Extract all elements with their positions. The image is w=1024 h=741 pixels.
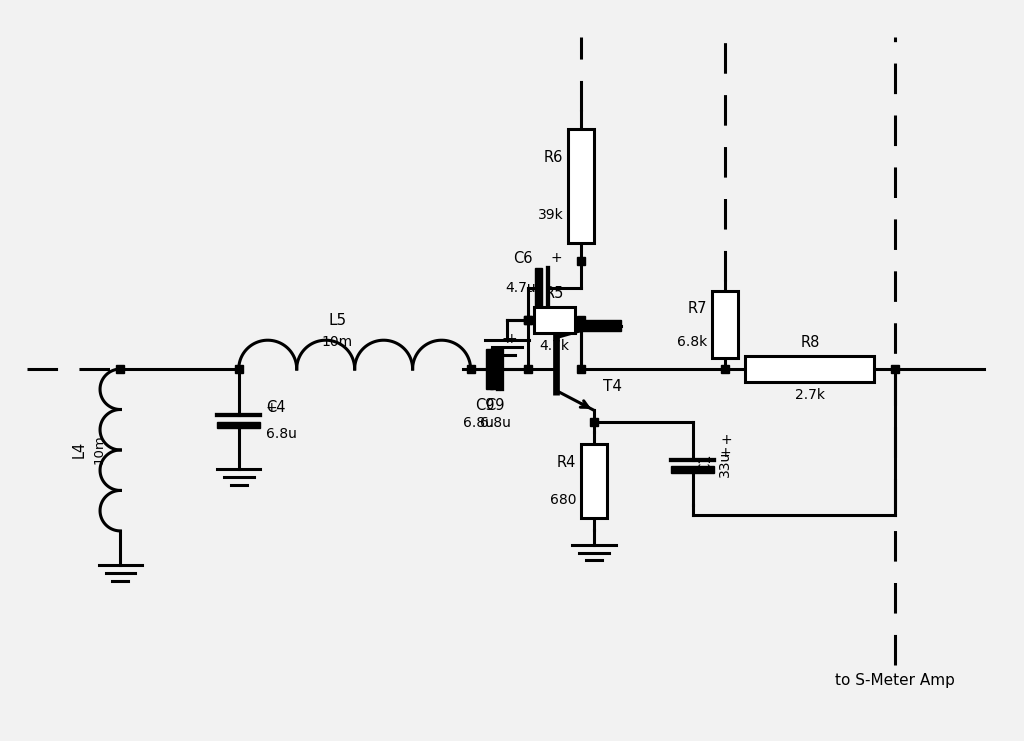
Bar [581, 444, 606, 518]
Text: +: + [720, 433, 732, 447]
Polygon shape [486, 350, 493, 388]
Polygon shape [574, 320, 622, 331]
Bar [568, 129, 594, 243]
Text: 2.7k: 2.7k [795, 388, 825, 402]
Text: R6: R6 [544, 150, 563, 165]
Text: C4: C4 [266, 400, 286, 415]
Text: +: + [502, 333, 513, 347]
Text: C1: C1 [698, 454, 714, 473]
Text: T4: T4 [603, 379, 622, 394]
Text: C6: C6 [513, 251, 532, 266]
Text: +: + [719, 446, 731, 460]
Text: 33u: 33u [718, 451, 732, 477]
Text: +: + [265, 402, 278, 416]
Text: 6.8u: 6.8u [480, 416, 511, 430]
Text: 680: 680 [550, 493, 577, 507]
Text: 4.7u: 4.7u [505, 282, 536, 296]
Polygon shape [671, 466, 714, 473]
Polygon shape [217, 422, 260, 428]
Text: 6.8u: 6.8u [464, 416, 495, 430]
Text: 10m: 10m [322, 336, 353, 350]
Text: 4.7k: 4.7k [540, 339, 569, 353]
Text: R7: R7 [688, 301, 708, 316]
Text: C9: C9 [485, 399, 505, 413]
Text: C9: C9 [475, 399, 495, 413]
Text: R5: R5 [545, 286, 564, 302]
Polygon shape [536, 268, 542, 308]
Text: R4: R4 [557, 455, 577, 470]
Text: +: + [551, 251, 562, 265]
Text: 39k: 39k [538, 207, 563, 222]
Text: +: + [505, 333, 517, 347]
Bar [713, 291, 738, 359]
Text: L4: L4 [72, 441, 86, 458]
Text: L5: L5 [329, 313, 346, 328]
Bar [745, 356, 874, 382]
Text: 6.8k: 6.8k [677, 335, 708, 349]
Text: to S-Meter Amp: to S-Meter Amp [835, 674, 954, 688]
Bar [535, 308, 574, 333]
Text: 10m: 10m [92, 435, 105, 465]
Text: 6.8u: 6.8u [266, 427, 297, 441]
Polygon shape [489, 350, 497, 388]
Text: R8: R8 [800, 336, 819, 350]
